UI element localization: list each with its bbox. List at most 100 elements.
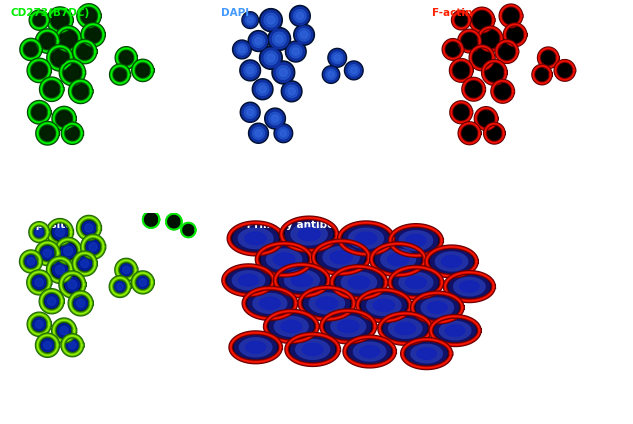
Polygon shape xyxy=(444,40,462,59)
Polygon shape xyxy=(406,234,426,246)
Polygon shape xyxy=(137,65,148,75)
Polygon shape xyxy=(34,64,45,76)
Polygon shape xyxy=(253,35,265,47)
Polygon shape xyxy=(399,273,433,292)
Polygon shape xyxy=(41,291,62,312)
Polygon shape xyxy=(318,243,365,271)
Polygon shape xyxy=(264,13,278,27)
Polygon shape xyxy=(264,51,278,65)
Polygon shape xyxy=(351,67,357,74)
Polygon shape xyxy=(234,42,250,58)
Polygon shape xyxy=(301,31,308,39)
Polygon shape xyxy=(63,124,82,142)
Polygon shape xyxy=(272,61,295,84)
Polygon shape xyxy=(260,46,282,70)
Polygon shape xyxy=(277,66,290,79)
Polygon shape xyxy=(296,12,304,20)
Polygon shape xyxy=(268,28,291,50)
Text: e: e xyxy=(227,404,235,416)
Polygon shape xyxy=(35,16,44,25)
Polygon shape xyxy=(275,35,283,43)
Polygon shape xyxy=(267,54,275,62)
Polygon shape xyxy=(49,220,72,244)
Polygon shape xyxy=(242,104,259,121)
Polygon shape xyxy=(345,337,394,366)
Polygon shape xyxy=(117,48,135,67)
Polygon shape xyxy=(322,66,340,84)
Polygon shape xyxy=(60,326,68,335)
Polygon shape xyxy=(35,320,43,328)
Text: b: b xyxy=(221,192,230,204)
Polygon shape xyxy=(275,265,329,296)
Polygon shape xyxy=(66,66,78,79)
Polygon shape xyxy=(430,249,473,274)
Polygon shape xyxy=(250,125,267,142)
Polygon shape xyxy=(68,341,76,349)
Polygon shape xyxy=(29,60,49,81)
Polygon shape xyxy=(57,240,80,262)
Polygon shape xyxy=(353,342,386,361)
Polygon shape xyxy=(244,64,256,77)
Text: F-actin: F-actin xyxy=(432,8,473,17)
Polygon shape xyxy=(47,297,56,305)
Polygon shape xyxy=(75,41,95,62)
Polygon shape xyxy=(310,293,344,314)
Polygon shape xyxy=(289,6,310,26)
Polygon shape xyxy=(421,298,453,317)
Polygon shape xyxy=(274,124,292,142)
Polygon shape xyxy=(33,318,46,331)
Polygon shape xyxy=(283,82,301,100)
Polygon shape xyxy=(334,55,341,61)
Polygon shape xyxy=(25,255,37,268)
Polygon shape xyxy=(296,340,330,360)
Polygon shape xyxy=(349,228,384,248)
Polygon shape xyxy=(244,288,296,318)
Polygon shape xyxy=(328,48,346,67)
Polygon shape xyxy=(233,225,279,252)
Polygon shape xyxy=(361,292,406,318)
Polygon shape xyxy=(446,325,465,336)
Polygon shape xyxy=(75,86,86,97)
Polygon shape xyxy=(287,334,339,365)
Polygon shape xyxy=(355,232,377,245)
Polygon shape xyxy=(294,10,306,22)
Polygon shape xyxy=(27,258,35,265)
Polygon shape xyxy=(61,61,84,84)
Polygon shape xyxy=(117,260,135,279)
Polygon shape xyxy=(37,31,58,52)
Polygon shape xyxy=(326,69,336,80)
Polygon shape xyxy=(46,84,58,95)
Text: a: a xyxy=(10,192,19,204)
Polygon shape xyxy=(229,223,282,254)
Polygon shape xyxy=(269,313,313,339)
Polygon shape xyxy=(269,112,281,125)
Polygon shape xyxy=(254,80,272,98)
Polygon shape xyxy=(460,123,479,143)
Polygon shape xyxy=(300,287,354,319)
Polygon shape xyxy=(287,43,304,61)
Text: c: c xyxy=(432,192,439,204)
Polygon shape xyxy=(111,66,128,84)
Polygon shape xyxy=(249,32,267,50)
Polygon shape xyxy=(346,62,361,78)
Polygon shape xyxy=(166,214,182,230)
Polygon shape xyxy=(31,12,47,28)
Polygon shape xyxy=(256,83,269,95)
Polygon shape xyxy=(70,81,91,102)
Polygon shape xyxy=(281,81,302,102)
Polygon shape xyxy=(274,316,308,336)
Polygon shape xyxy=(344,61,363,80)
Polygon shape xyxy=(411,344,442,363)
Polygon shape xyxy=(265,311,317,342)
Polygon shape xyxy=(313,241,369,273)
Polygon shape xyxy=(111,278,128,296)
Polygon shape xyxy=(238,228,273,248)
Polygon shape xyxy=(54,108,75,129)
Polygon shape xyxy=(298,228,320,241)
Polygon shape xyxy=(485,124,504,142)
Polygon shape xyxy=(275,125,291,141)
Polygon shape xyxy=(116,283,123,290)
Polygon shape xyxy=(387,253,409,265)
Polygon shape xyxy=(265,108,285,129)
Polygon shape xyxy=(391,226,442,256)
